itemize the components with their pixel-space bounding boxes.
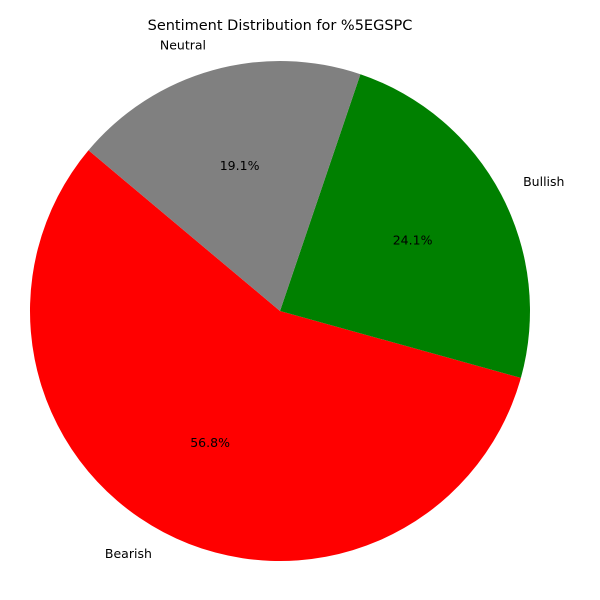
pie-slice-bearish <box>29 150 521 562</box>
percent-label-neutral: 19.1% <box>220 158 260 173</box>
pie-labels: Bearish 56.8% Bullish 24.1% Neutral 19.1% <box>105 38 565 561</box>
category-label-bearish: Bearish <box>105 546 152 561</box>
percent-label-bullish: 24.1% <box>393 232 433 247</box>
pie-slices <box>29 60 530 562</box>
category-label-bullish: Bullish <box>523 174 564 189</box>
chart-title: Sentiment Distribution for %5EGSPC <box>148 18 413 34</box>
pie-slice-neutral <box>88 60 361 311</box>
pie-slice-bullish <box>280 74 530 378</box>
percent-label-bearish: 56.8% <box>190 435 230 450</box>
category-label-neutral: Neutral <box>160 38 206 53</box>
